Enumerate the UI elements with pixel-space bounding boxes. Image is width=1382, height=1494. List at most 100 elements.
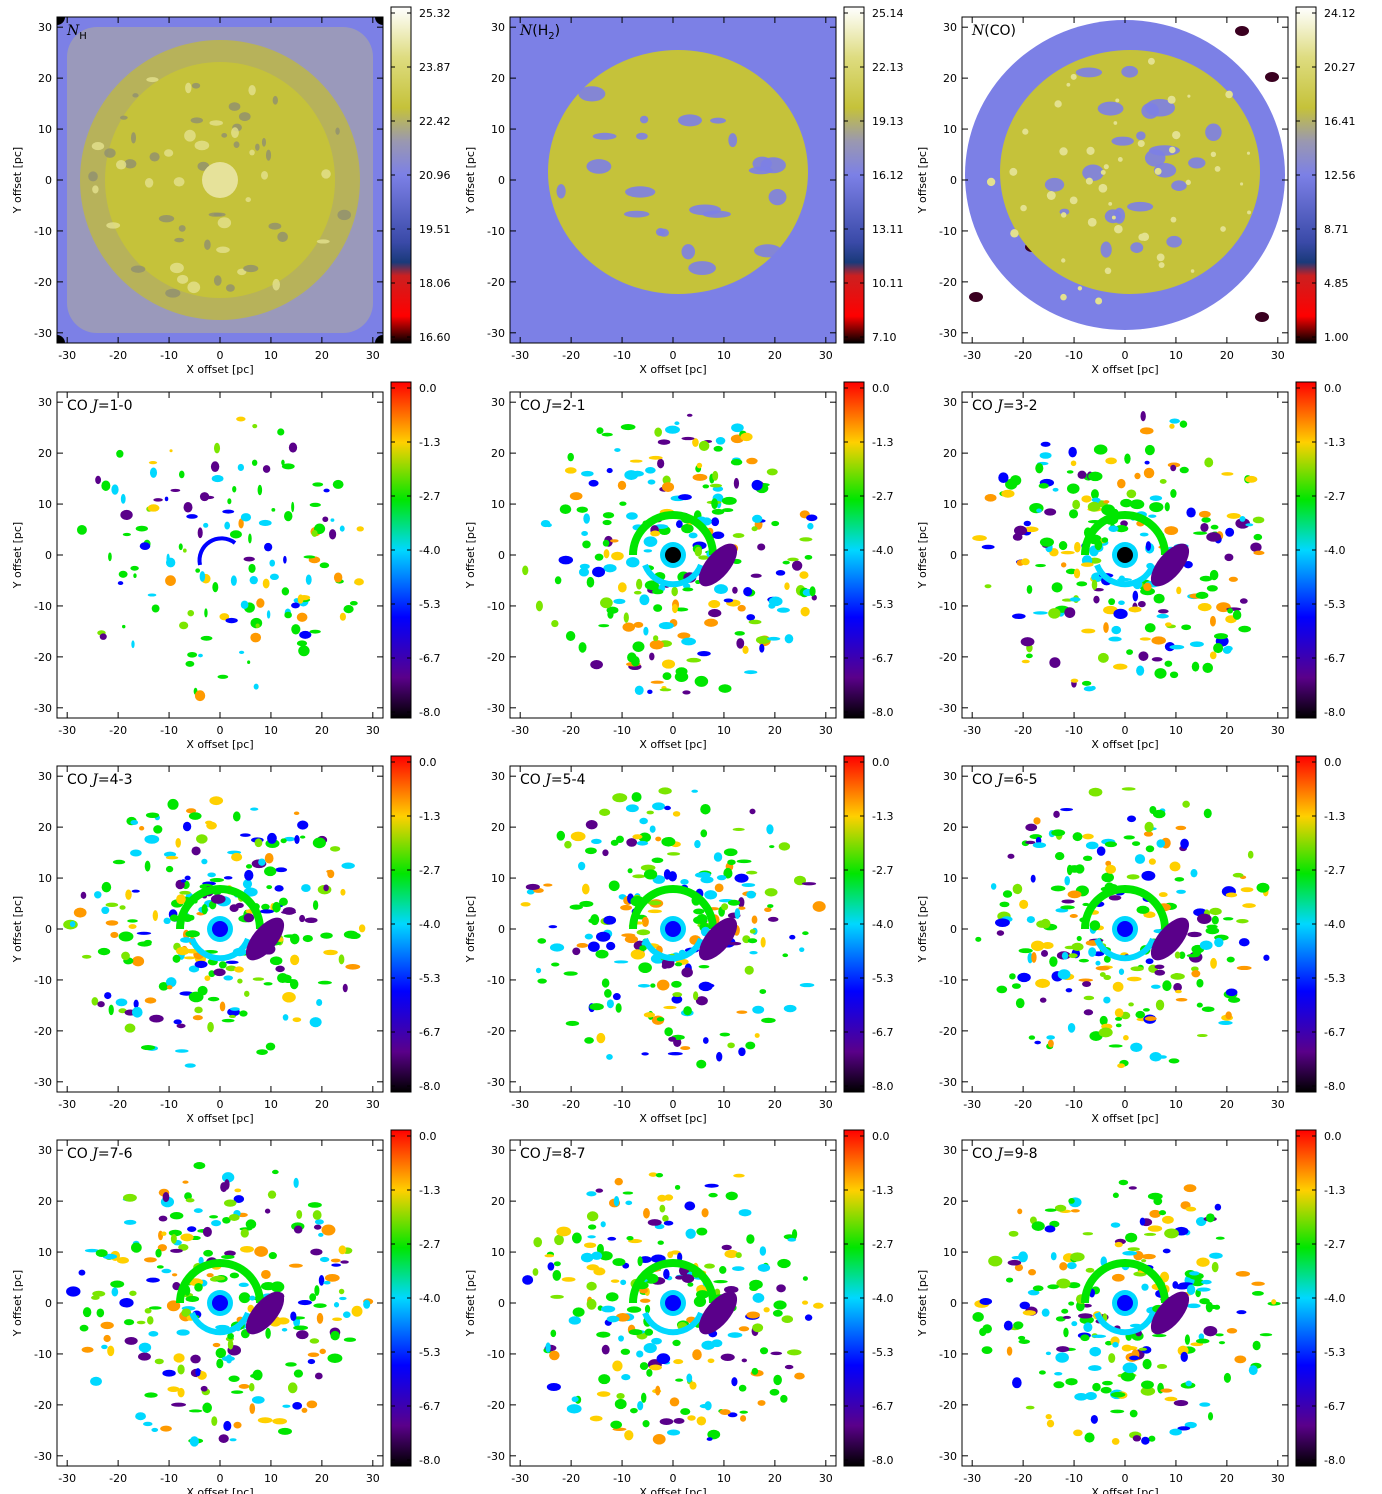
emission-clump — [1118, 1179, 1129, 1186]
co-clump — [1009, 167, 1018, 176]
emission-clump — [643, 536, 658, 547]
emission-clump — [580, 1252, 594, 1263]
emission-clump — [752, 1323, 764, 1333]
title-transition: 7-6 — [110, 1146, 133, 1162]
emission-clump — [1093, 444, 1108, 455]
emission-clump — [682, 587, 694, 592]
emission-clump — [178, 543, 183, 551]
emission-clump — [1019, 1301, 1031, 1310]
emission-clump — [622, 622, 636, 632]
emission-clump — [569, 492, 583, 501]
emission-clump — [1082, 833, 1094, 840]
disk-gap — [1044, 177, 1065, 192]
emission-clump — [211, 1275, 226, 1281]
emission-clump — [759, 643, 765, 653]
emission-clump — [240, 1245, 254, 1253]
emission-clump — [266, 885, 273, 890]
emission-clump — [686, 1373, 693, 1383]
co-clump — [1095, 297, 1103, 305]
column-clump — [217, 217, 232, 229]
emission-clump — [1189, 641, 1204, 648]
disk-gap — [658, 228, 669, 237]
colorbar-label: 13.11 — [872, 223, 904, 236]
emission-clump — [588, 918, 596, 923]
emission-clump — [221, 1018, 235, 1023]
emission-clump — [149, 1306, 162, 1310]
emission-clump — [144, 834, 160, 844]
emission-clump — [188, 812, 202, 820]
emission-clump — [652, 1434, 666, 1445]
emission-clump — [1154, 668, 1167, 679]
emission-clump — [1041, 950, 1049, 957]
y-tick-label: 30 — [943, 396, 957, 409]
emission-clump — [327, 1353, 343, 1364]
x-tick-label: 30 — [366, 724, 380, 737]
emission-clump — [593, 1267, 606, 1276]
emission-clump — [674, 421, 680, 426]
emission-clump — [1248, 1365, 1258, 1376]
emission-clump — [223, 975, 234, 981]
column-clump — [185, 82, 192, 94]
emission-clump — [119, 905, 126, 910]
column-clump — [228, 102, 241, 111]
emission-clump — [616, 1393, 625, 1400]
emission-clump — [656, 1353, 671, 1365]
emission-clump — [1082, 1232, 1094, 1236]
emission-clump — [290, 1311, 297, 1321]
emission-clump — [644, 1304, 651, 1314]
emission-clump — [145, 812, 160, 818]
emission-clump — [1232, 872, 1244, 878]
emission-clump — [262, 465, 271, 473]
emission-clump — [204, 608, 208, 618]
emission-clump — [610, 1279, 620, 1283]
emission-clump — [602, 519, 612, 526]
x-tick-label: -30 — [58, 349, 76, 362]
emission-clump — [769, 1388, 780, 1396]
emission-clump — [1235, 1270, 1251, 1277]
emission-clump — [1065, 988, 1073, 993]
y-axis-label: Y offset [pc] — [916, 147, 929, 214]
emission-clump — [590, 660, 603, 670]
emission-clump — [312, 837, 326, 849]
emission-clump — [245, 864, 253, 869]
emission-clump — [1204, 457, 1214, 468]
colorbar-label: -2.7 — [1324, 1238, 1345, 1251]
emission-clump — [1048, 608, 1061, 619]
emission-clump — [163, 851, 177, 858]
title-subscript: H — [79, 31, 87, 42]
emission-clump — [1108, 598, 1116, 606]
emission-clump — [581, 470, 594, 477]
emission-clump — [1088, 471, 1103, 482]
emission-clump — [768, 596, 783, 607]
emission-clump — [680, 879, 689, 885]
panel-title: CO J=3-2 — [972, 398, 1037, 414]
y-tick-label: 20 — [943, 1195, 957, 1208]
emission-clump — [584, 933, 593, 940]
emission-clump — [998, 472, 1009, 484]
colorbar-label: 7.10 — [872, 331, 897, 344]
emission-clump — [92, 1290, 106, 1297]
emission-clump — [230, 575, 237, 586]
disk-gap — [592, 132, 617, 140]
emission-clump — [1129, 1409, 1138, 1418]
y-tick-label: -20 — [487, 1025, 505, 1038]
emission-clump — [108, 552, 112, 562]
emission-clump — [601, 978, 610, 988]
emission-clump — [738, 1047, 746, 1057]
co-clump — [1066, 82, 1071, 87]
emission-clump — [1130, 1042, 1143, 1053]
emission-clump — [149, 1014, 164, 1023]
emission-clump — [535, 600, 543, 612]
emission-clump — [66, 1286, 81, 1297]
emission-clump — [707, 1429, 721, 1440]
emission-clump — [1129, 499, 1145, 510]
emission-clump — [1040, 441, 1051, 447]
emission-clump — [130, 565, 139, 571]
colorbar-label: -4.0 — [1324, 918, 1345, 931]
emission-clump — [1174, 989, 1182, 994]
spiral-arm — [1081, 1259, 1169, 1304]
emission-clump — [276, 1317, 290, 1325]
column-clump — [194, 140, 210, 151]
emission-clump — [330, 518, 335, 522]
